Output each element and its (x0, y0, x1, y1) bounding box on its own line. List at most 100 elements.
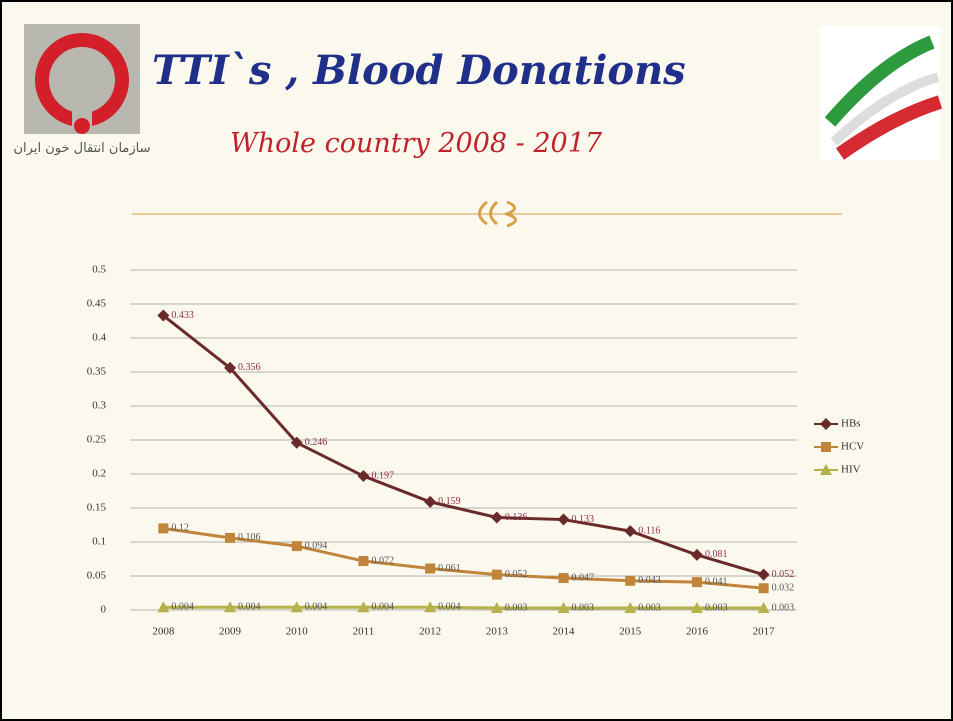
x-tick-label: 2011 (353, 626, 375, 638)
data-point (290, 436, 303, 449)
value-label: 0.094 (305, 540, 328, 551)
y-tick-label: 0.15 (87, 502, 107, 514)
value-label: 0.003 (638, 602, 661, 613)
data-point (624, 525, 637, 538)
value-label: 0.003 (772, 602, 795, 613)
value-label: 0.004 (305, 602, 328, 613)
x-tick-label: 2016 (686, 626, 709, 638)
data-point (557, 513, 570, 526)
data-point (224, 601, 237, 613)
data-point (624, 601, 637, 613)
value-label: 0.159 (438, 496, 461, 507)
legend-marker (820, 418, 832, 430)
value-label: 0.052 (505, 569, 527, 580)
value-label: 0.246 (305, 437, 328, 448)
value-label: 0.032 (772, 583, 795, 594)
x-tick-label: 2010 (286, 626, 309, 638)
value-label: 0.047 (572, 572, 595, 583)
data-point (157, 309, 170, 322)
data-point (358, 556, 369, 567)
value-label: 0.116 (638, 525, 660, 536)
flag-white (830, 72, 940, 146)
x-tick-label: 2012 (419, 626, 441, 638)
data-point (757, 568, 770, 581)
y-tick-label: 0.45 (87, 298, 107, 310)
data-point (758, 583, 769, 594)
value-label: 0.106 (238, 532, 260, 543)
series-line (162, 314, 765, 577)
data-point (558, 573, 569, 584)
value-label: 0.072 (371, 555, 394, 566)
data-point (357, 470, 370, 483)
data-point (425, 563, 436, 574)
data-point (757, 601, 770, 613)
value-label: 0.004 (171, 602, 194, 613)
value-label: 0.004 (238, 602, 260, 613)
data-point (224, 361, 237, 374)
data-point (158, 523, 169, 534)
legend-marker (820, 464, 832, 475)
x-tick-label: 2013 (486, 626, 509, 638)
x-tick-label: 2008 (152, 626, 175, 638)
data-point (490, 511, 503, 524)
x-tick-label: 2014 (553, 626, 576, 638)
value-label: 0.433 (171, 310, 194, 321)
logo-drop (74, 118, 90, 134)
value-label: 0.133 (572, 514, 595, 525)
value-label: 0.356 (238, 362, 260, 373)
y-tick-label: 0.35 (87, 366, 107, 378)
data-point (290, 601, 303, 613)
data-point (691, 577, 702, 588)
x-tick-label: 2009 (219, 626, 242, 638)
value-label: 0.061 (438, 563, 461, 574)
value-label: 0.003 (705, 602, 728, 613)
data-point (625, 575, 636, 586)
legend-marker (821, 442, 831, 452)
value-label: 0.041 (705, 576, 728, 587)
value-label: 0.003 (572, 602, 595, 613)
x-tick-label: 2017 (753, 626, 776, 638)
flag-green (824, 35, 935, 127)
data-point (557, 601, 570, 613)
value-label: 0.003 (505, 602, 527, 613)
data-point (157, 601, 170, 613)
legend-label: HCV (841, 441, 864, 453)
logo-right (820, 26, 943, 160)
x-tick-label: 2015 (619, 626, 642, 638)
value-label: 0.197 (371, 470, 394, 481)
value-label: 0.12 (171, 523, 189, 534)
y-tick-label: 0.25 (87, 434, 107, 446)
value-label: 0.004 (438, 602, 461, 613)
value-label: 0.052 (772, 569, 795, 580)
ornament (478, 200, 517, 228)
data-point (424, 601, 437, 613)
title: TTI`s , Blood Donations (152, 47, 686, 94)
logo-left: سازمان انتقال خون ایران (14, 24, 151, 156)
y-tick-label: 0.2 (92, 468, 106, 480)
value-label: 0.004 (371, 602, 394, 613)
logo-text: سازمان انتقال خون ایران (14, 141, 151, 156)
data-point (690, 548, 703, 561)
data-point (490, 601, 503, 613)
series-line (163, 605, 764, 610)
y-tick-label: 0.5 (92, 264, 106, 276)
data-point (424, 495, 437, 508)
y-tick-label: 0.4 (92, 332, 106, 344)
value-label: 0.081 (705, 549, 728, 560)
data-point (357, 601, 370, 613)
y-tick-label: 0 (101, 604, 107, 616)
legend-label: HBs (841, 418, 861, 430)
data-point (491, 569, 502, 580)
value-label: 0.136 (505, 512, 527, 523)
series-line (163, 526, 764, 590)
flag-red (835, 95, 943, 160)
ornament-glyph (478, 200, 517, 228)
value-label: 0.043 (638, 575, 661, 586)
subtitle: Whole country 2008 - 2017 (230, 128, 603, 159)
data-point (225, 532, 236, 543)
y-tick-label: 0.1 (92, 536, 106, 548)
data-point (291, 541, 302, 552)
y-tick-label: 0.3 (92, 400, 106, 412)
